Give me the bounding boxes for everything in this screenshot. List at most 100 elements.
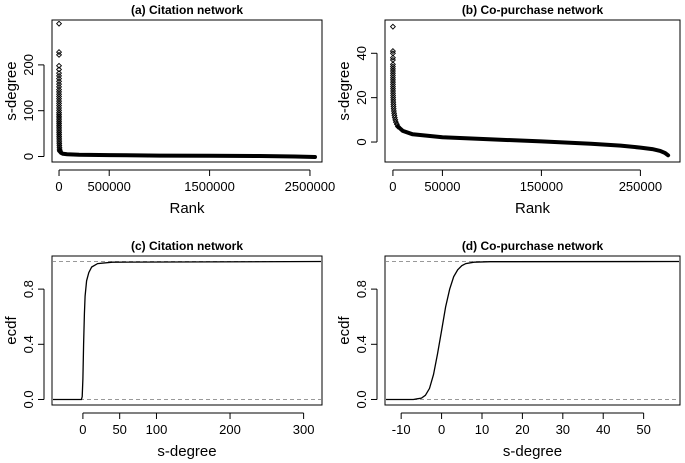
x-tick-label-a-3: 2500000 [285,179,336,194]
x-tick-label-d-3: 20 [515,422,529,437]
chart-title-a: (a) Citation network [131,3,243,17]
x-tick-label-b-2: 150000 [520,179,563,194]
data-point-a-31 [56,127,63,134]
data-point-a-36 [56,136,63,144]
x-tick-label-d-0: -10 [392,422,411,437]
y-tick-label-c-2: 0.8 [21,280,36,298]
y-axis-label-c: ecdf [3,315,20,344]
y-tick-label-c-0: 0.0 [21,390,36,408]
y-tick-label-d-2: 0.8 [354,280,369,298]
data-point-a-28 [56,122,63,129]
data-point-a-33 [56,131,63,138]
ecdf-curve-c [53,260,321,401]
plot-frame-a [51,19,323,163]
x-tick-label-d-5: 40 [596,422,610,437]
data-point-a-2 [55,51,63,58]
y-tick-label-a-2: 200 [21,54,36,76]
data-point-b-3 [389,54,396,61]
plot-frame-d [384,255,681,406]
data-point-a-27 [56,120,63,127]
x-tick-label-c-0: 0 [79,422,86,437]
data-point-b-0 [389,23,396,30]
y-tick-label-a-0: 0 [21,153,36,160]
x-tick-label-b-3: 250000 [619,179,662,194]
data-point-a-26 [56,118,63,125]
dense-points-b [395,124,671,158]
data-point-a-35 [56,135,63,142]
data-point-a-9 [55,81,63,88]
data-area-a [55,21,317,159]
panel-d: (d) Co-purchase network -10 0 10 20 30 40 50 s-d… [336,239,681,460]
data-point-b-29 [391,114,398,121]
data-point-a-32 [56,129,63,136]
data-point-a-25 [56,116,63,123]
x-tick-label-a-2: 1500000 [184,179,235,194]
data-point-a-20 [55,107,63,114]
x-axis-label-d: s-degree [503,443,562,460]
y-tick-label-c-1: 0.4 [21,335,36,353]
x-tick-label-d-4: 30 [556,422,570,437]
panel-c: (c) Citation network 0 50 100 200 300 s-degree… [3,239,323,460]
x-tick-label-c-3: 200 [219,422,241,437]
data-point-a-43 [56,148,64,155]
plot-frame-b [384,19,681,163]
y-axis-label-a: s-degree [3,61,20,120]
data-point-b-31 [392,119,399,126]
ecdf-curve-d [386,260,679,401]
data-point-a-6 [55,72,63,79]
data-point-a-34 [56,133,63,140]
x-tick-label-a-1: 500000 [88,179,131,194]
chart-title-c: (c) Citation network [131,239,243,253]
x-tick-label-b-1: 50000 [424,179,460,194]
panel-a: (a) Citation network 0 500000 1500000 250000… [3,3,335,217]
y-axis-label-b: s-degree [336,61,353,120]
data-point-b-1 [389,48,396,55]
x-tick-label-c-2: 100 [146,422,168,437]
x-tick-label-c-1: 50 [112,422,126,437]
x-axis-label-c: s-degree [157,443,216,460]
y-tick-label-d-0: 0.0 [354,390,369,408]
data-area-d [386,260,679,401]
data-point-a-5 [55,70,63,77]
x-tick-label-d-1: 0 [438,422,445,437]
data-point-a-7 [55,75,63,82]
data-point-a-38 [56,140,63,147]
data-point-a-0 [55,21,63,27]
data-point-a-37 [56,138,63,145]
data-area-c [53,260,321,401]
x-tick-label-a-0: 0 [55,179,62,194]
data-area-b [389,23,671,158]
y-axis-label-d: ecdf [336,315,353,344]
data-point-b-32 [393,121,400,128]
data-point-a-8 [55,78,63,85]
y-tick-label-b-0: 0 [354,138,369,145]
chart-title-d: (d) Co-purchase network [462,239,604,253]
x-tick-label-d-2: 10 [475,422,489,437]
data-point-a-30 [56,125,63,133]
data-point-a-21 [56,109,63,116]
data-point-a-42 [56,147,63,154]
chart-title-b: (b) Co-purchase network [462,3,604,17]
y-tick-label-b-1: 20 [354,90,369,104]
data-point-a-22 [56,111,63,118]
x-tick-label-c-4: 300 [293,422,315,437]
dense-points-a [58,149,317,159]
data-point-a-4 [55,66,63,73]
plot-frame-c [51,255,323,406]
x-axis-label-a: Rank [169,200,205,217]
data-point-b-30 [392,116,399,123]
x-tick-label-d-6: 50 [636,422,650,437]
x-tick-label-b-0: 0 [389,179,396,194]
data-point-a-23 [56,113,63,120]
data-point-a-29 [56,124,63,131]
data-point-a-24 [56,114,63,122]
data-point-a-1 [55,49,63,56]
data-point-b-33 [394,123,401,130]
x-axis-label-b: Rank [515,200,551,217]
data-point-a-39 [56,142,63,149]
y-tick-label-a-1: 100 [21,100,36,122]
data-point-a-41 [56,146,63,153]
panel-b: (b) Co-purchase network 0 50000 150000 25000… [336,3,681,217]
y-tick-label-d-1: 0.4 [354,335,369,353]
